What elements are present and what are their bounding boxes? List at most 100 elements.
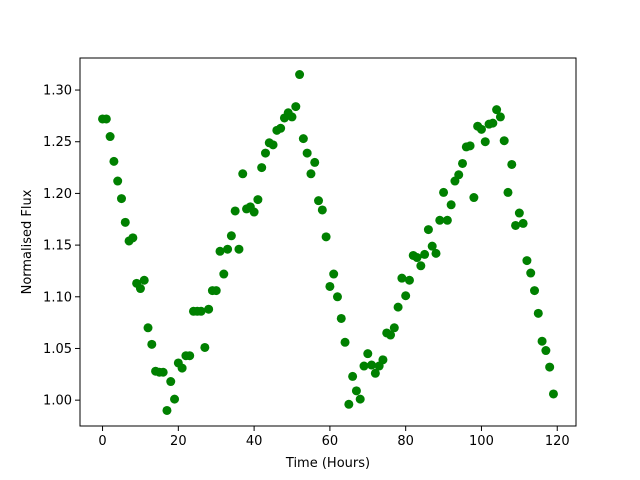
point bbox=[476, 124, 486, 134]
point bbox=[499, 136, 509, 146]
point bbox=[162, 405, 172, 415]
point bbox=[268, 140, 278, 150]
y-axis-label: Normalised Flux bbox=[20, 189, 35, 294]
point bbox=[348, 371, 358, 381]
point bbox=[260, 148, 270, 158]
point bbox=[253, 195, 263, 205]
point bbox=[404, 275, 414, 285]
point bbox=[446, 200, 456, 210]
point bbox=[465, 141, 475, 151]
y-tick-label: 1.00 bbox=[43, 394, 72, 409]
point bbox=[537, 336, 547, 346]
point bbox=[128, 233, 138, 243]
point bbox=[200, 342, 210, 352]
point bbox=[344, 399, 354, 409]
point bbox=[147, 339, 157, 349]
point bbox=[507, 159, 517, 169]
point bbox=[257, 163, 267, 173]
x-tick-label: 60 bbox=[322, 434, 339, 449]
point bbox=[442, 215, 452, 225]
point bbox=[276, 123, 286, 133]
point bbox=[223, 244, 233, 254]
point bbox=[488, 118, 498, 128]
point bbox=[215, 246, 225, 256]
point bbox=[389, 323, 399, 333]
point bbox=[166, 377, 176, 387]
point bbox=[503, 187, 513, 197]
y-tick-label: 1.05 bbox=[43, 342, 72, 357]
point bbox=[291, 102, 301, 112]
point bbox=[226, 231, 236, 241]
point bbox=[427, 241, 437, 251]
point bbox=[332, 292, 342, 302]
x-tick-label: 0 bbox=[98, 434, 106, 449]
point bbox=[234, 244, 244, 254]
point bbox=[336, 313, 346, 323]
point bbox=[295, 70, 305, 80]
point bbox=[211, 286, 221, 296]
point bbox=[287, 112, 297, 122]
point bbox=[412, 253, 422, 263]
point bbox=[370, 368, 380, 378]
y-tick-label: 1.30 bbox=[43, 84, 72, 99]
point bbox=[116, 194, 126, 204]
y-tick-label: 1.20 bbox=[43, 187, 72, 202]
point bbox=[120, 217, 130, 227]
point bbox=[397, 273, 407, 283]
point bbox=[423, 225, 433, 235]
point bbox=[351, 386, 361, 396]
point bbox=[310, 157, 320, 167]
point bbox=[196, 306, 206, 316]
point bbox=[492, 105, 502, 115]
point bbox=[469, 193, 479, 203]
y-tick-label: 1.10 bbox=[43, 290, 72, 305]
point bbox=[109, 156, 119, 166]
point bbox=[514, 208, 524, 218]
point bbox=[105, 132, 115, 142]
x-tick-label: 20 bbox=[170, 434, 187, 449]
point bbox=[302, 148, 312, 158]
point bbox=[359, 361, 369, 371]
point bbox=[321, 232, 331, 242]
point bbox=[314, 196, 324, 206]
point bbox=[393, 302, 403, 312]
plot-frame bbox=[79, 57, 577, 427]
point bbox=[135, 284, 145, 294]
x-tick-label: 80 bbox=[397, 434, 414, 449]
point bbox=[545, 362, 555, 372]
point bbox=[139, 275, 149, 285]
point bbox=[363, 349, 373, 359]
point bbox=[158, 367, 168, 377]
x-tick-label: 120 bbox=[545, 434, 570, 449]
point bbox=[420, 249, 430, 259]
point bbox=[185, 351, 195, 361]
point bbox=[355, 394, 365, 404]
point bbox=[526, 268, 536, 278]
point bbox=[238, 169, 248, 179]
point bbox=[298, 134, 308, 144]
point bbox=[204, 304, 214, 314]
point bbox=[533, 308, 543, 318]
point bbox=[367, 360, 377, 370]
x-axis-label: Time (Hours) bbox=[285, 456, 370, 471]
point bbox=[177, 363, 187, 373]
point bbox=[530, 286, 540, 296]
point bbox=[230, 206, 240, 216]
point bbox=[113, 176, 123, 186]
point bbox=[416, 261, 426, 271]
point bbox=[386, 330, 396, 340]
point bbox=[435, 215, 445, 225]
point bbox=[548, 389, 558, 399]
point bbox=[143, 323, 153, 333]
point bbox=[511, 220, 521, 230]
point bbox=[454, 170, 464, 180]
point bbox=[458, 158, 468, 168]
point bbox=[170, 394, 180, 404]
y-tick-label: 1.15 bbox=[43, 239, 72, 254]
point bbox=[340, 337, 350, 347]
point bbox=[219, 269, 229, 279]
point bbox=[522, 256, 532, 266]
point bbox=[101, 114, 111, 124]
x-tick-label: 40 bbox=[246, 434, 263, 449]
